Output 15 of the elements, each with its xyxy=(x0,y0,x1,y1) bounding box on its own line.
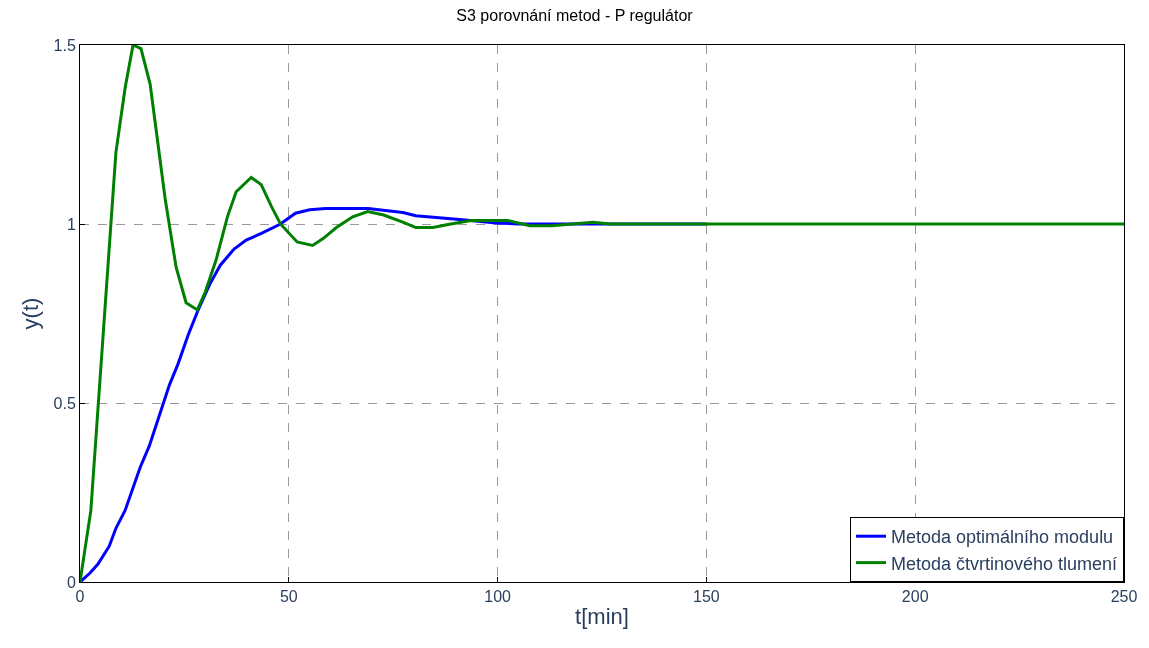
x-tick-label: 150 xyxy=(693,588,720,606)
y-tick-label: 0 xyxy=(66,573,76,591)
x-axis-title: t[min] xyxy=(575,604,629,630)
chart-title: S3 porovnání metod - P regulátor xyxy=(456,6,694,24)
y-tick-label: 1 xyxy=(66,215,76,233)
x-tick-label: 100 xyxy=(484,588,512,606)
x-tick-label: 50 xyxy=(279,588,298,606)
legend-label: Metoda optimálního modulu xyxy=(891,527,1114,548)
x-tick-label: 250 xyxy=(1110,588,1138,606)
x-tick-label: 200 xyxy=(901,588,929,606)
y-axis-title: y(t) xyxy=(18,297,44,330)
y-tick-label: 0.5 xyxy=(53,394,76,412)
line-series xyxy=(80,45,1124,582)
legend-label: Metoda čtvrtinového tlumení xyxy=(891,553,1118,574)
y-tick-label: 1.5 xyxy=(53,36,76,54)
